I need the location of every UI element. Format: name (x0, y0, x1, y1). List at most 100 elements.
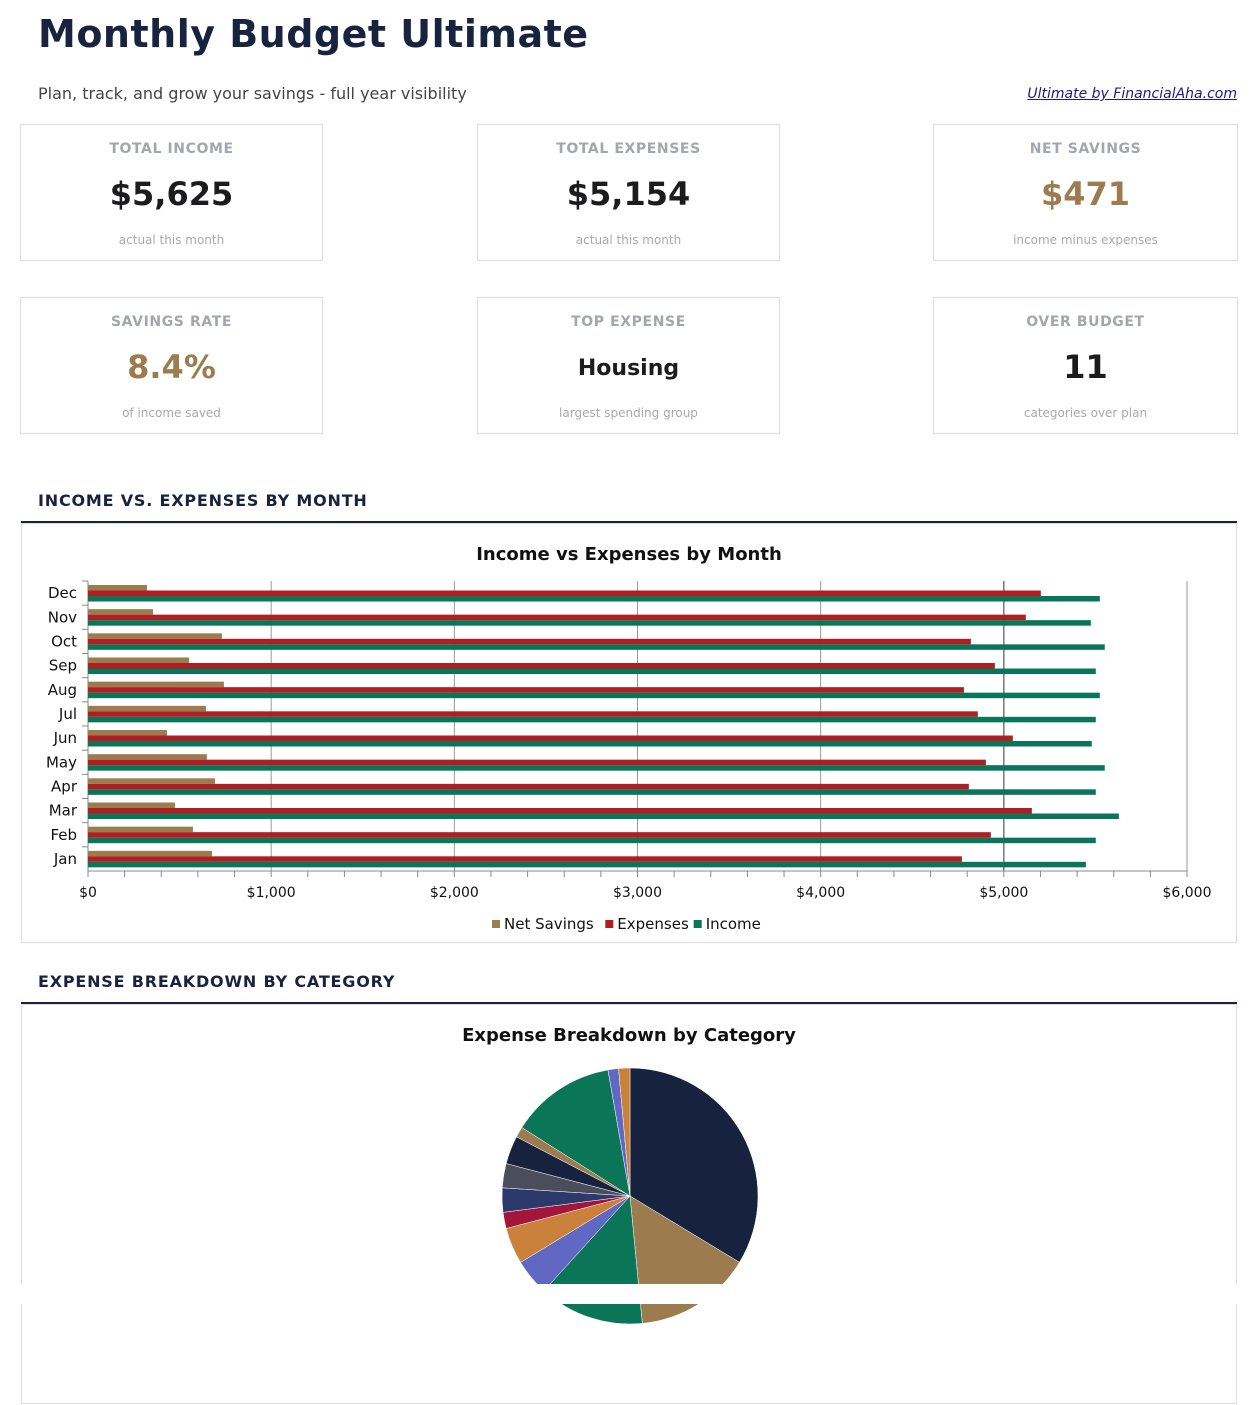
kpi-value: $471 (1040, 175, 1131, 213)
y-tick-label: Sep (49, 657, 77, 675)
x-tick-label: $0 (79, 885, 97, 901)
section-heading-expense-breakdown: EXPENSE BREAKDOWN BY CATEGORY (38, 972, 396, 991)
bar-expenses (88, 590, 1041, 596)
bar-chart-title: Income vs Expenses by Month (476, 544, 782, 565)
kpi-value: $5,625 (109, 175, 234, 213)
kpi-value: 8.4% (127, 348, 216, 386)
bar-expenses (88, 832, 991, 838)
page-bottom-edge (0, 1284, 1258, 1304)
bar-income (88, 620, 1091, 626)
bar-income (88, 765, 1105, 771)
section-heading-income-expenses: INCOME VS. EXPENSES BY MONTH (38, 491, 368, 510)
x-tick-label: $5,000 (979, 885, 1028, 901)
pie-chart (501, 1067, 759, 1325)
bar-net-savings (88, 826, 193, 833)
kpi-caption: actual this month (118, 233, 225, 247)
bar-income (88, 813, 1119, 819)
bar-expenses (88, 638, 971, 645)
bar-net-savings (88, 802, 176, 808)
bar-net-savings (88, 730, 167, 736)
kpi-caption: largest spending group (559, 406, 698, 420)
bar-income (88, 668, 1096, 674)
y-tick-label: Dec (48, 584, 77, 602)
legend-label: Expenses (617, 915, 689, 933)
x-tick-label: $1,000 (247, 885, 296, 901)
y-tick-label: Jun (53, 729, 77, 747)
pie-slice (629, 1067, 759, 1263)
pie-chart-title: Expense Breakdown by Category (462, 1025, 796, 1046)
bar-income (88, 596, 1100, 602)
bar-chart: $0 $1,000 $2,000 $3,000 $4,000 $5,000 $6,000 Ja… (46, 580, 1212, 933)
x-tick-label: $2,000 (430, 885, 479, 901)
bar-net-savings (88, 609, 154, 615)
legend-swatch (693, 920, 702, 928)
bar-net-savings (88, 754, 207, 760)
bar-income (88, 789, 1096, 795)
brand-link[interactable]: Ultimate by FinancialAha.com (1027, 86, 1237, 102)
y-tick-label: Nov (48, 608, 77, 626)
kpi-caption: actual this month (575, 233, 682, 247)
bar-net-savings (88, 850, 213, 857)
bar-income (88, 741, 1092, 747)
bar-expenses (88, 663, 995, 669)
y-tick-label: Jan (53, 850, 77, 868)
kpi-top-expense: TOP EXPENSE Housing largest spending gro… (477, 297, 780, 434)
y-tick-label: Mar (49, 802, 78, 820)
bar-net-savings (88, 633, 222, 639)
x-tick-label: $6,000 (1163, 885, 1212, 901)
x-tick-label: $3,000 (613, 885, 662, 901)
bar-net-savings (88, 681, 224, 688)
bar-net-savings (88, 778, 215, 784)
legend-swatch (605, 920, 614, 928)
pie-chart-card: Expense Breakdown by Category (21, 1004, 1237, 1404)
legend-swatch (492, 920, 500, 928)
kpi-caption: categories over plan (1023, 406, 1148, 420)
kpi-total-expenses: TOTAL EXPENSES $5,154 actual this month (477, 124, 780, 261)
bar-income (88, 644, 1105, 650)
y-tick-label: Aug (48, 681, 77, 699)
bar-expenses (88, 808, 1032, 814)
bar-expenses (88, 759, 986, 766)
bar-income (88, 861, 1086, 868)
kpi-caption: income minus expenses (1013, 233, 1158, 247)
kpi-value: $5,154 (566, 175, 691, 213)
page-subtitle: Plan, track, and grow your savings - ful… (38, 84, 467, 103)
kpi-label: OVER BUDGET (1026, 314, 1145, 330)
legend-label: Income (706, 915, 761, 933)
bar-expenses (88, 783, 969, 790)
y-tick-label: Oct (51, 632, 77, 650)
kpi-label: SAVINGS RATE (110, 314, 233, 330)
bar-income (88, 837, 1096, 844)
kpi-savings-rate: SAVINGS RATE 8.4% of income saved (20, 297, 323, 434)
y-tick-label: Feb (50, 826, 77, 844)
bar-net-savings (88, 705, 206, 712)
kpi-label: NET SAVINGS (1029, 141, 1142, 157)
kpi-total-income: TOTAL INCOME $5,625 actual this month (20, 124, 323, 261)
kpi-value: Housing (577, 356, 680, 381)
bar-expenses (88, 735, 1013, 741)
kpi-label: TOTAL INCOME (109, 141, 234, 157)
section-divider (21, 1002, 1237, 1004)
kpi-label: TOTAL EXPENSES (556, 141, 701, 157)
bar-income (88, 692, 1100, 699)
pie-slice (618, 1067, 631, 1197)
bar-income (88, 716, 1096, 723)
bar-net-savings (88, 585, 147, 591)
y-tick-label: Jul (58, 705, 77, 723)
y-tick-label: Apr (51, 777, 78, 795)
bar-chart-card: Income vs Expenses by Month $0 $1,000 $2,0… (21, 523, 1237, 943)
section-divider (21, 521, 1237, 523)
kpi-value: 11 (1063, 348, 1108, 386)
kpi-over-budget: OVER BUDGET 11 categories over plan (933, 297, 1238, 434)
kpi-net-savings: NET SAVINGS $471 income minus expenses (933, 124, 1238, 261)
pie-slice (521, 1069, 631, 1197)
x-tick-label: $4,000 (796, 885, 845, 901)
page-title: Monthly Budget Ultimate (38, 12, 589, 56)
bar-expenses (88, 614, 1026, 621)
kpi-caption: of income saved (122, 406, 221, 420)
legend-label: Net Savings (504, 915, 594, 933)
kpi-label: TOP EXPENSE (571, 314, 686, 330)
y-tick-label: May (46, 753, 77, 771)
bar-expenses (88, 711, 978, 717)
bar-net-savings (88, 657, 189, 663)
